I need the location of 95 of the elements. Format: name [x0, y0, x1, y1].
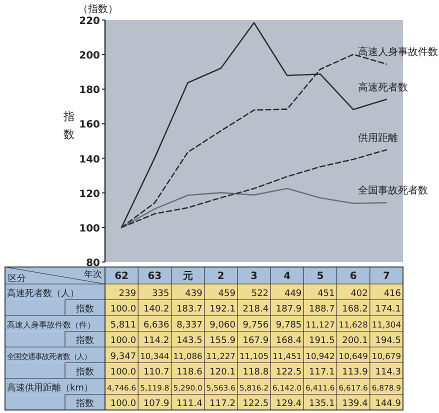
text: 118.8 — [242, 368, 269, 378]
text: 指数 — [75, 304, 94, 314]
text: 122.5 — [276, 368, 302, 378]
text: 335 — [152, 288, 170, 299]
text: 指数 — [75, 335, 94, 346]
y-axis-title: 指数 — [62, 110, 74, 141]
text: 10,649 — [338, 350, 368, 361]
text: 139.4 — [342, 399, 368, 409]
text: 11,628 — [338, 319, 368, 330]
x-tick-label: 6 — [350, 271, 357, 282]
text: 10,679 — [372, 350, 401, 361]
text: 155.9 — [210, 336, 236, 346]
x-tick-label: 2 — [217, 271, 224, 282]
text: 6,636 — [143, 320, 170, 330]
text: 10,344 — [140, 350, 170, 361]
text: 416 — [384, 288, 402, 299]
text: 129.4 — [276, 399, 302, 409]
text: 114.3 — [375, 368, 401, 378]
text: 111.4 — [176, 399, 203, 409]
text: 指数 — [75, 366, 94, 378]
text: 168.4 — [276, 336, 302, 346]
text: 指数 — [75, 398, 94, 409]
text: 191.5 — [309, 336, 335, 346]
text: 114.2 — [143, 336, 170, 346]
text: 167.9 — [242, 336, 269, 346]
text: 402 — [350, 288, 368, 299]
x-tick-label: 4 — [284, 271, 291, 282]
text: 168.2 — [342, 304, 368, 314]
text: 11,127 — [306, 319, 335, 330]
text: 11,105 — [239, 350, 269, 361]
series-label: 高速死者数 — [358, 81, 408, 94]
text: 218.4 — [242, 304, 269, 314]
text: 8,337 — [176, 320, 202, 330]
text: 100.0 — [110, 399, 136, 409]
y-tick-label: 80 — [86, 258, 100, 269]
text: 122.5 — [242, 399, 269, 409]
y-tick-label: 160 — [79, 120, 100, 131]
series-label: 全国事故死者数 — [358, 184, 428, 197]
text: 10,942 — [306, 350, 335, 361]
text: 120.1 — [210, 368, 236, 378]
text: 194.5 — [375, 336, 401, 346]
series-label: 高速人身事故件数 — [358, 46, 438, 58]
text: 100.0 — [110, 304, 136, 314]
text: 144.9 — [375, 399, 402, 409]
text: 9,756 — [242, 320, 269, 330]
text: 11,304 — [372, 319, 401, 330]
text: 451 — [318, 288, 335, 299]
x-tick-label: 63 — [148, 271, 162, 282]
text: 9,785 — [276, 320, 302, 330]
text: 117.2 — [210, 399, 236, 409]
text: 113.9 — [342, 368, 368, 378]
text: 187.9 — [276, 304, 302, 314]
text: 高速死者数（人） — [7, 288, 79, 299]
text: 107.9 — [143, 399, 170, 409]
x-tick-label: 62 — [114, 271, 129, 282]
text: 9,347 — [110, 352, 136, 362]
text: 183.7 — [176, 304, 202, 314]
text: 143.5 — [176, 336, 202, 346]
text: 192.1 — [210, 304, 236, 314]
text: 449 — [284, 288, 302, 299]
text: 高速人身事故件数（件） — [7, 320, 95, 330]
text: （指数） — [78, 3, 118, 15]
text: 11,451 — [272, 350, 302, 361]
y-tick-label: 200 — [79, 50, 100, 62]
y-tick-label: 140 — [79, 154, 100, 166]
text: 年次 — [84, 269, 102, 280]
text: 9,060 — [210, 320, 236, 330]
x-tick-label: 5 — [316, 271, 324, 282]
y-tick-label: 180 — [79, 85, 100, 96]
series-label: 供用距離 — [358, 132, 398, 144]
y-tick-label: 100 — [79, 223, 100, 234]
text: 11,227 — [206, 350, 236, 361]
text: 118.6 — [176, 368, 203, 378]
text: 522 — [251, 288, 269, 299]
text: 117.1 — [309, 368, 335, 378]
x-tick-label: 3 — [250, 271, 258, 282]
text: 110.7 — [143, 368, 170, 378]
text: 239 — [118, 288, 136, 299]
y-tick-label: 220 — [79, 16, 100, 27]
text: 439 — [185, 288, 203, 299]
text: 100.0 — [110, 368, 136, 378]
text: 100.0 — [110, 336, 136, 346]
text: 5,811 — [110, 320, 136, 330]
text: 188.7 — [309, 304, 335, 314]
x-tick-label: 7 — [382, 271, 390, 282]
text: 140.2 — [143, 304, 170, 314]
x-tick-label: 元 — [182, 270, 193, 282]
text: 200.1 — [342, 336, 368, 346]
text: 区分 — [8, 273, 26, 284]
text: 11,086 — [173, 350, 202, 361]
text: 174.1 — [375, 304, 401, 314]
text: 135.1 — [309, 399, 335, 409]
text: 高速供用距離（km） — [7, 382, 93, 394]
y-tick-label: 120 — [79, 188, 100, 200]
text: 459 — [218, 288, 236, 299]
